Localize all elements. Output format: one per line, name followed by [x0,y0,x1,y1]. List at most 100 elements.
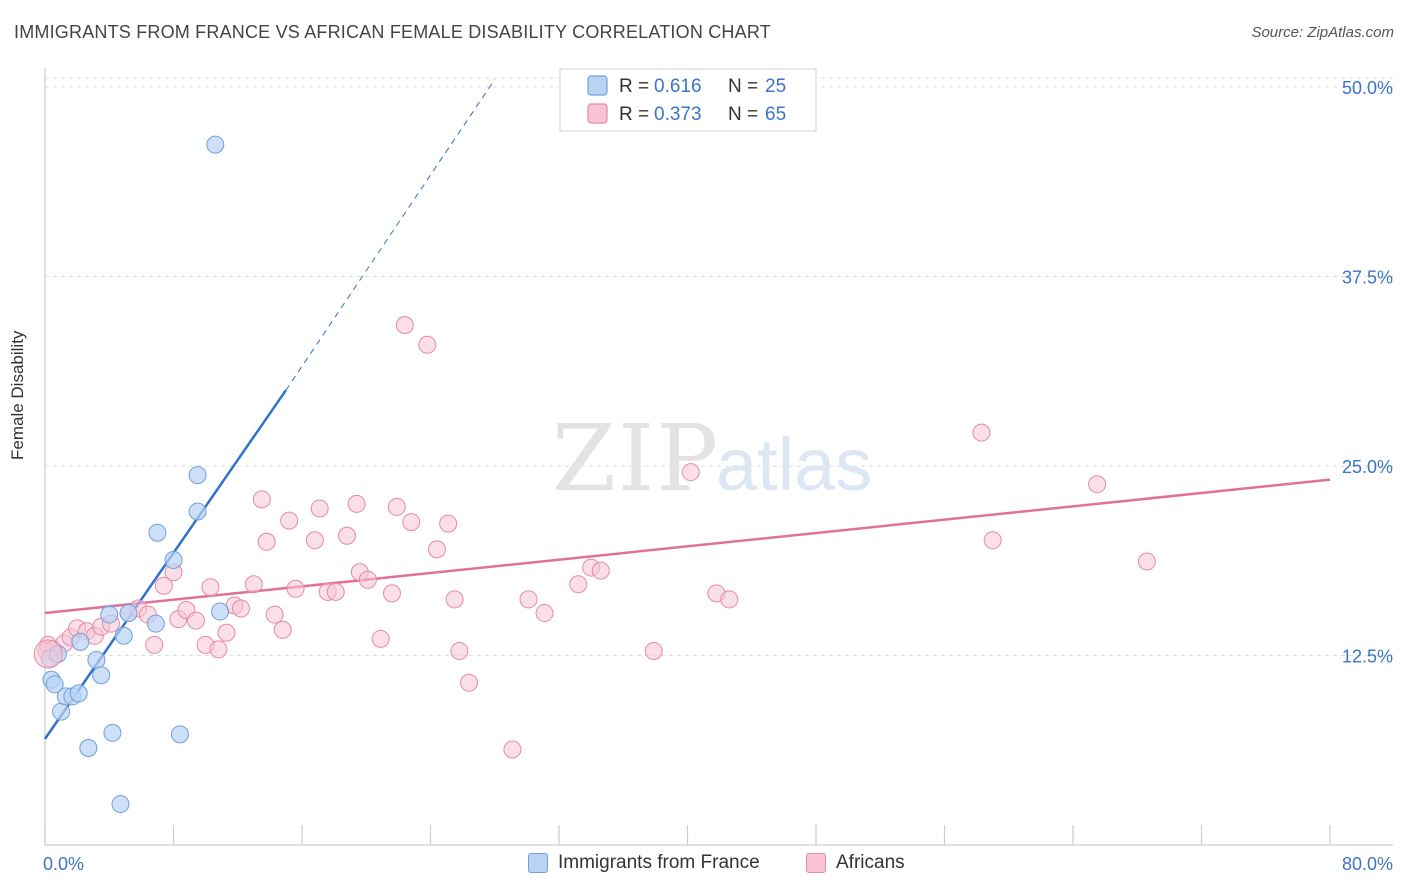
axes [44,68,1393,846]
y-tick-label-1: 25.0% [1342,457,1393,477]
point-africans-12 [145,635,164,654]
point-africans-49 [460,673,479,692]
point-france-11 [111,795,130,814]
point-africans-47 [445,590,464,609]
point-africans-24 [244,575,263,594]
source-label: Source: ZipAtlas.com [1251,24,1394,41]
legend-swatch-1 [587,103,608,124]
point-africans-35 [337,526,356,545]
point-france-19 [188,466,207,485]
legend-swatch-pink [806,853,826,873]
legend-r-label-1: R = [619,104,649,125]
data-points [33,135,1156,814]
point-africans-61 [983,531,1002,550]
point-africans-52 [535,604,554,623]
x-tick-label-0: 0.0% [43,854,84,874]
point-africans-20 [209,640,228,659]
point-africans-32 [310,499,329,518]
grid-lines [45,77,1393,656]
point-africans-36 [347,494,366,513]
point-africans-40 [382,584,401,603]
point-africans-cluster [33,639,63,669]
point-france-13 [119,604,138,623]
y-tick-label-2: 37.5% [1342,268,1393,288]
point-africans-44 [418,335,437,354]
legend-item-immigrants-from-france[interactable]: Immigrants from France [528,852,760,874]
point-africans-48 [450,641,469,660]
legend-label-immigrants-from-france: Immigrants from France [558,852,760,873]
point-france-24 [100,605,119,624]
point-africans-63 [1137,552,1156,571]
point-africans-26 [257,532,276,551]
point-africans-23 [231,599,250,618]
point-africans-25 [252,490,271,509]
legend-r-value-0: 0.616 [654,76,702,97]
legend-bottom: Immigrants from France Africans [0,852,1406,878]
legend-r-value-1: 0.373 [654,104,702,125]
trend-line-france [43,389,287,740]
point-france-15 [148,523,167,542]
legend-n-value-0: 25 [765,76,786,97]
y-tick-label-0: 12.5% [1342,647,1393,667]
point-france-10 [103,723,122,742]
legend-n-label-1: N = [728,104,758,125]
point-france-16 [164,550,183,569]
point-france-20 [206,135,225,154]
legend-n-label-0: N = [728,76,758,97]
point-france-18 [188,502,207,521]
point-africans-29 [280,511,299,530]
point-africans-57 [681,463,700,482]
point-africans-19 [201,578,220,597]
point-africans-59 [720,590,739,609]
point-africans-17 [186,611,205,630]
point-africans-31 [305,531,324,550]
point-africans-60 [972,423,991,442]
legend-r-label-0: R = [619,76,649,97]
tick-labels: 12.5% 25.0% 37.5% 50.0% 0.0% 80.0% [43,78,1393,874]
point-africans-55 [591,561,610,580]
point-africans-38 [358,570,377,589]
legend-label-africans: Africans [836,852,905,873]
legend-n-value-1: 65 [765,104,786,125]
legend-top: R = 0.616 N = 25 R = 0.373 N = 65 [559,68,817,132]
point-africans-28 [273,620,292,639]
point-africans-45 [427,540,446,559]
point-africans-30 [286,579,305,598]
point-africans-51 [519,590,538,609]
point-africans-39 [371,629,390,648]
point-france-9 [92,666,111,685]
point-africans-62 [1088,475,1107,494]
point-africans-50 [503,740,522,759]
x-tick-label-1: 80.0% [1342,854,1393,874]
point-africans-53 [569,575,588,594]
point-africans-34 [326,582,345,601]
point-africans-27 [265,605,284,624]
point-africans-41 [387,497,406,516]
point-africans-21 [217,623,236,642]
point-france-6 [69,684,88,703]
legend-swatch-0 [587,75,608,96]
watermark-atlas: atlas [716,423,872,506]
point-africans-42 [395,316,414,335]
trend-line-france-extrapolated [285,79,496,391]
point-france-17 [170,725,189,744]
point-france-7 [79,738,98,757]
point-france-22 [71,632,90,651]
y-tick-label-3: 50.0% [1342,78,1393,98]
watermark-zip: ZIP [552,405,720,512]
legend-item-africans[interactable]: Africans [806,852,905,874]
point-france-8 [87,651,106,670]
point-africans-46 [439,514,458,533]
point-africans-56 [644,641,663,660]
point-france-3 [52,702,71,721]
point-france-2 [45,675,64,694]
chart-title: IMMIGRANTS FROM FRANCE VS AFRICAN FEMALE… [14,22,771,42]
point-france-21 [211,602,230,621]
point-africans-13 [154,576,173,595]
point-france-12 [114,626,133,645]
point-africans-43 [402,513,421,532]
point-france-14 [146,614,165,633]
legend-swatch-blue [528,853,548,873]
